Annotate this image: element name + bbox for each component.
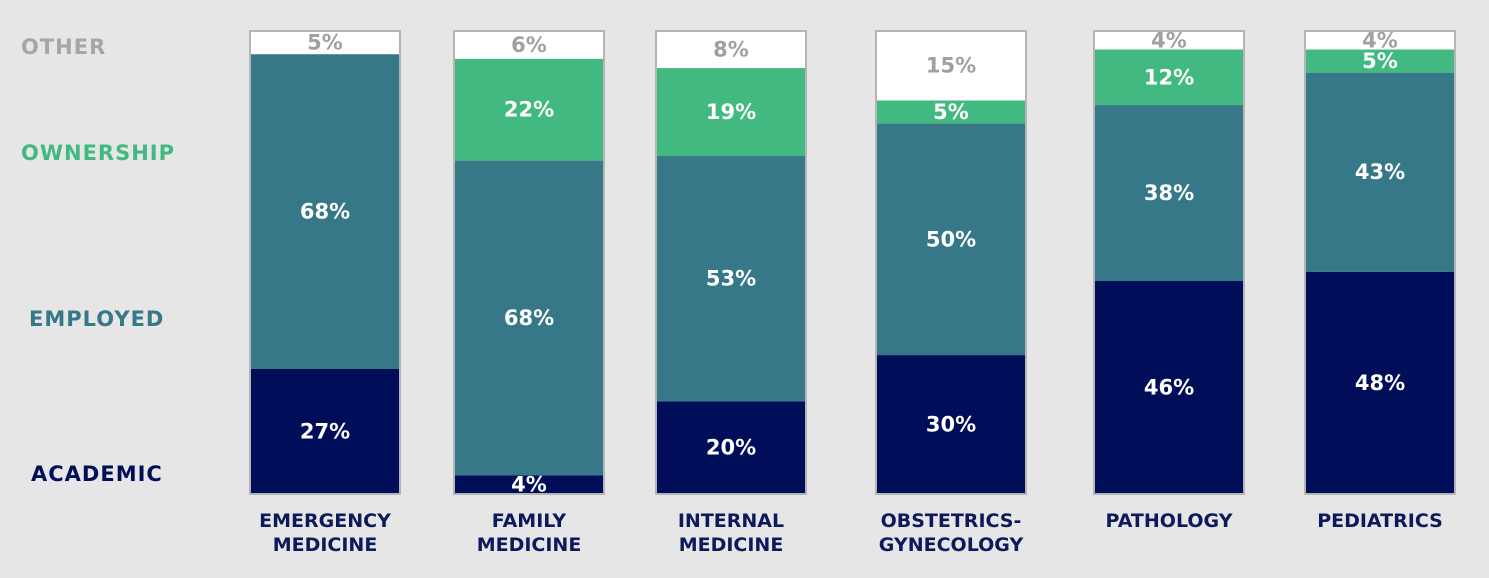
data-label: 5% bbox=[307, 31, 343, 55]
bar-outline bbox=[875, 30, 1027, 495]
bar-segment-ownership bbox=[454, 58, 604, 161]
bar-segment-academic bbox=[656, 401, 806, 494]
data-label: 30% bbox=[926, 413, 976, 437]
bar-outline bbox=[1093, 30, 1245, 495]
data-label: 6% bbox=[511, 33, 547, 57]
bar-segment-academic bbox=[250, 368, 400, 494]
data-label: 19% bbox=[706, 100, 756, 124]
bar-outline bbox=[249, 30, 401, 495]
bar-segment-other bbox=[656, 31, 806, 69]
data-label: 4% bbox=[1151, 28, 1187, 52]
bar-segment-employed bbox=[454, 160, 604, 476]
data-label: 22% bbox=[504, 98, 554, 122]
data-label: 5% bbox=[1362, 49, 1398, 73]
data-label: 43% bbox=[1355, 160, 1405, 184]
data-label: 48% bbox=[1355, 371, 1405, 395]
data-label: 50% bbox=[926, 227, 976, 251]
legend-label-ownership: OWNERSHIP bbox=[21, 141, 175, 165]
bar-group: 20% 53% 19% 8% bbox=[655, 30, 807, 495]
bar-segment-academic bbox=[454, 475, 604, 494]
category-label: EMERGENCY bbox=[259, 510, 391, 532]
bar-segment-ownership bbox=[656, 68, 806, 157]
category-label: GYNECOLOGY bbox=[879, 534, 1024, 556]
bar-segment-other bbox=[1094, 31, 1244, 50]
bar-group: 46% 38% 12% 4% bbox=[1093, 28, 1245, 495]
bar-segment-employed bbox=[656, 156, 806, 402]
data-label: 53% bbox=[706, 267, 756, 291]
category-label: INTERNAL bbox=[678, 510, 784, 532]
bar-group: 27% 68% 5% bbox=[249, 30, 401, 495]
data-label: 46% bbox=[1144, 376, 1194, 400]
bar-segment-ownership bbox=[1305, 49, 1455, 73]
bar-segment-employed bbox=[1094, 105, 1244, 282]
data-label: 4% bbox=[511, 473, 547, 497]
category-label: MEDICINE bbox=[273, 534, 378, 556]
bar-segment-ownership bbox=[1094, 49, 1244, 106]
data-label: 4% bbox=[1362, 28, 1398, 52]
bar-segment-academic bbox=[1094, 281, 1244, 494]
category-label: MEDICINE bbox=[679, 534, 784, 556]
bar-segment-other bbox=[1305, 31, 1455, 50]
data-label: 20% bbox=[706, 436, 756, 460]
category-label: FAMILY bbox=[492, 510, 567, 532]
bar-segment-employed bbox=[876, 123, 1026, 356]
data-label: 15% bbox=[926, 54, 976, 78]
data-label: 5% bbox=[933, 100, 969, 124]
bar-segment-academic bbox=[1305, 271, 1455, 494]
data-label: 12% bbox=[1144, 65, 1194, 89]
bar-area: 27%68%5%4%68%22%6%20%53%19%8%30%50%5%15%… bbox=[249, 28, 1456, 497]
bar-segment-academic bbox=[876, 355, 1026, 494]
bar-segment-other bbox=[250, 31, 400, 55]
bar-segment-employed bbox=[250, 54, 400, 369]
category-label: MEDICINE bbox=[477, 534, 582, 556]
legend-label-employed: EMPLOYED bbox=[29, 307, 164, 331]
bar-segment-other bbox=[454, 31, 604, 59]
data-label: 27% bbox=[300, 419, 350, 443]
chart-legend: ACADEMIC EMPLOYED OWNERSHIP OTHER bbox=[21, 35, 175, 486]
bar-outline bbox=[1304, 30, 1456, 495]
bar-outline bbox=[655, 30, 807, 495]
category-label: PATHOLOGY bbox=[1106, 510, 1233, 532]
bar-outline bbox=[453, 30, 605, 495]
category-axis: EMERGENCYMEDICINEFAMILYMEDICINEINTERNALM… bbox=[259, 510, 1443, 556]
data-label: 38% bbox=[1144, 181, 1194, 205]
bar-group: 4% 68% 22% 6% bbox=[453, 30, 605, 497]
category-label: OBSTETRICS- bbox=[881, 510, 1022, 532]
data-label: 68% bbox=[504, 306, 554, 330]
bar-segment-employed bbox=[1305, 72, 1455, 272]
legend-label-academic: ACADEMIC bbox=[31, 462, 163, 486]
bar-group: 48% 43% 5%4% bbox=[1304, 28, 1456, 495]
legend-label-other: OTHER bbox=[21, 35, 106, 59]
data-label: 68% bbox=[300, 200, 350, 224]
bar-group: 30% 50% 5% 15% bbox=[875, 30, 1027, 495]
category-label: PEDIATRICS bbox=[1317, 510, 1443, 532]
bar-segment-ownership bbox=[876, 100, 1026, 124]
bar-segment-other bbox=[876, 31, 1026, 101]
data-label: 8% bbox=[713, 38, 749, 62]
